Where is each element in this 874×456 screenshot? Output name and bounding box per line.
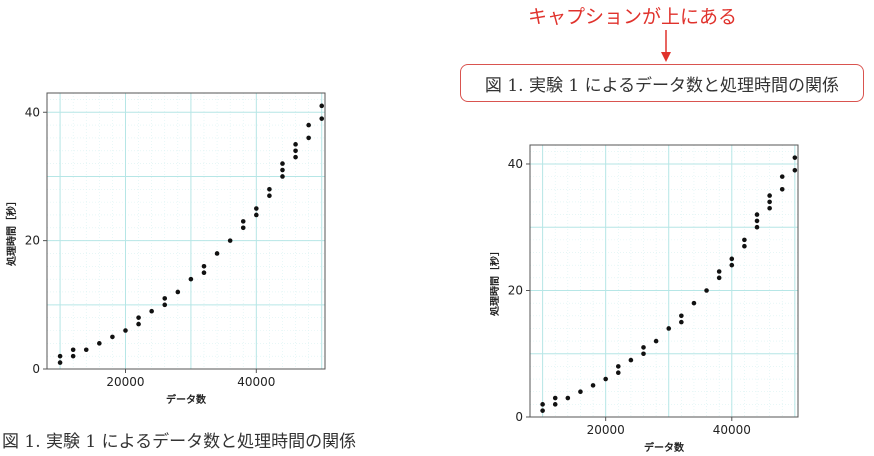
data-point [188, 276, 194, 282]
data-point [306, 135, 311, 141]
figure-caption-above: 図 1. 実験 1 によるデータ数と処理時間の関係 [484, 75, 840, 96]
data-point [540, 408, 545, 413]
data-point [240, 225, 246, 231]
data-point [267, 193, 272, 198]
data-point [319, 103, 325, 109]
data-point [716, 275, 722, 281]
x-tick-label: 40000 [713, 423, 751, 437]
data-point [792, 155, 798, 160]
y-axis-title: 処理時間［秒］ [5, 196, 18, 267]
data-point [214, 251, 220, 256]
annotation-arrow-icon [661, 30, 671, 62]
data-point [175, 289, 181, 295]
data-point [628, 357, 634, 363]
plot-frame [529, 144, 799, 418]
data-point [254, 212, 259, 218]
data-point [149, 308, 154, 314]
data-point [267, 186, 272, 192]
data-point [110, 334, 115, 340]
data-point [615, 364, 621, 369]
data-point [691, 300, 697, 306]
data-point [653, 338, 659, 344]
data-point [293, 142, 298, 147]
right-scatter-chart: 20000 40000 0 20 40 データ数 処理時間［秒］ [490, 144, 799, 454]
data-point [136, 315, 141, 320]
data-point [201, 270, 207, 276]
data-point [319, 116, 325, 121]
data-point [162, 296, 168, 301]
y-tick-label: 20 [508, 283, 523, 297]
data-point [729, 262, 735, 268]
data-point [280, 174, 285, 179]
x-axis-title: データ数 [644, 441, 685, 454]
data-point [254, 206, 259, 211]
data-point [679, 313, 684, 319]
data-point [729, 256, 735, 262]
plot-area [530, 145, 798, 417]
data-point [306, 122, 311, 128]
data-point [754, 224, 760, 230]
data-point [162, 302, 168, 308]
x-tick-label: 20000 [106, 375, 144, 389]
data-point [590, 383, 596, 388]
data-point [754, 212, 760, 217]
y-tick-label: 40 [508, 157, 523, 171]
left-scatter-chart: 20000 40000 0 20 40 データ数 処理時間［秒］ [5, 92, 326, 406]
caption-highlight-box: 図 1. 実験 1 によるデータ数と処理時間の関係 [460, 64, 864, 102]
data-point [97, 341, 102, 346]
y-tick-label: 0 [515, 410, 523, 424]
data-point [767, 193, 772, 198]
data-point [280, 167, 285, 173]
data-point [704, 288, 709, 293]
data-point [57, 353, 63, 359]
plot-area [47, 93, 325, 369]
data-point [552, 395, 558, 401]
x-axis-title: データ数 [166, 393, 207, 406]
data-point [603, 376, 608, 382]
data-point [742, 237, 747, 243]
y-tick-label: 40 [25, 105, 40, 119]
data-point [742, 243, 747, 249]
data-point [679, 319, 684, 325]
data-point [552, 402, 558, 407]
data-point [641, 345, 646, 350]
data-point [293, 148, 298, 154]
y-axis-title: 処理時間［秒］ [490, 246, 501, 317]
data-point [280, 161, 285, 166]
data-point [578, 389, 583, 394]
data-point [779, 174, 785, 179]
data-point [201, 264, 207, 269]
data-point [136, 321, 141, 327]
data-point [540, 402, 545, 407]
data-point [123, 328, 128, 333]
data-point [615, 370, 621, 376]
data-point [716, 269, 722, 274]
data-point [779, 186, 785, 192]
data-point [641, 351, 646, 357]
y-tick-label: 0 [32, 362, 40, 376]
figure-caption-below: 図 1. 実験 1 によるデータ数と処理時間の関係 [2, 432, 357, 452]
data-point [57, 360, 63, 365]
data-point [767, 205, 772, 211]
data-point [293, 154, 298, 160]
data-point [754, 218, 760, 224]
data-point [227, 238, 233, 243]
plot-frame [46, 92, 326, 370]
x-tick-label: 20000 [587, 423, 625, 437]
data-point [792, 168, 798, 173]
x-tick-label: 40000 [237, 375, 275, 389]
data-point [70, 347, 76, 353]
data-point [70, 353, 76, 359]
y-tick-label: 20 [25, 234, 40, 248]
data-point [240, 219, 246, 224]
data-point [767, 199, 772, 205]
data-point [83, 347, 89, 353]
annotation-note: キャプションが上にある [528, 6, 738, 28]
data-point [666, 326, 672, 331]
data-point [565, 395, 571, 401]
